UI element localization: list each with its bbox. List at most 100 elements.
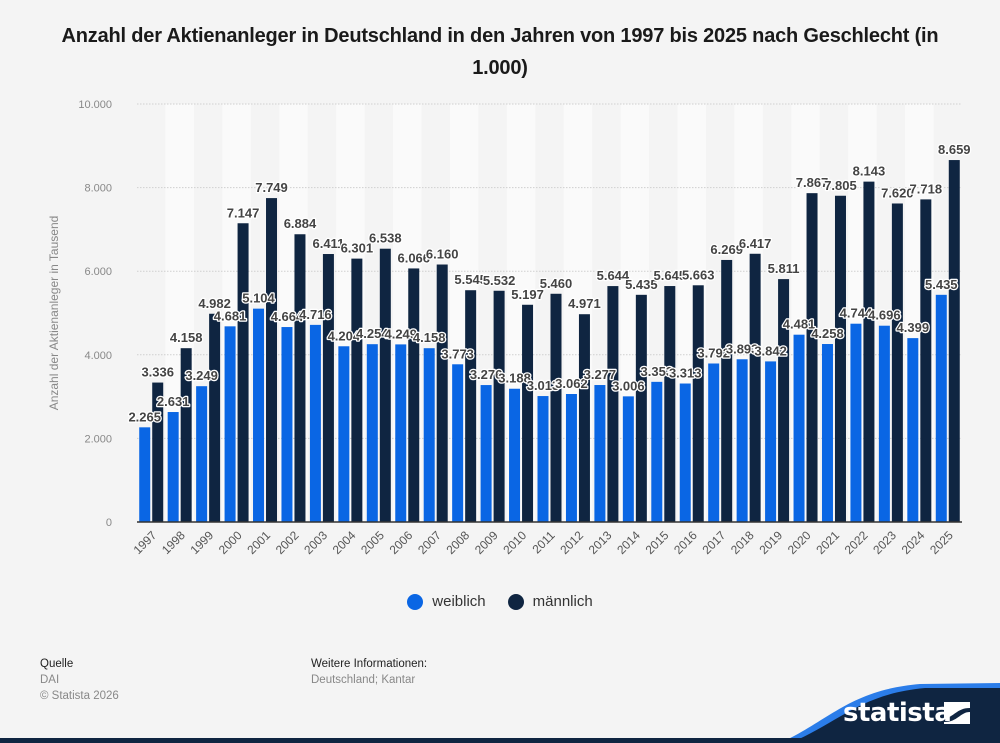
statista-logo-text[interactable]: statista (843, 698, 952, 728)
data-label-maennlich: 6.301 (341, 241, 374, 256)
data-label-maennlich: 7.749 (255, 180, 288, 195)
bar-weiblich[interactable] (821, 344, 833, 522)
bar-weiblich[interactable] (708, 363, 720, 522)
bar-maennlich[interactable] (266, 198, 278, 522)
bar-weiblich[interactable] (793, 334, 805, 522)
data-label-weiblich: 4.399 (897, 320, 930, 335)
data-label-maennlich: 5.644 (597, 268, 630, 283)
data-label-maennlich: 6.160 (426, 247, 459, 262)
bar-weiblich[interactable] (850, 323, 862, 522)
data-label-weiblich: 3.276 (470, 367, 503, 382)
bars (139, 160, 960, 523)
bar-maennlich[interactable] (180, 348, 192, 522)
copyright: © Statista 2026 (40, 690, 119, 702)
bar-maennlich[interactable] (209, 313, 221, 522)
bar-weiblich[interactable] (196, 386, 208, 522)
data-label-maennlich: 5.532 (483, 273, 516, 288)
bar-maennlich[interactable] (664, 286, 676, 522)
data-label-weiblich: 3.313 (669, 366, 702, 381)
data-label-maennlich: 5.663 (682, 267, 715, 282)
bar-maennlich[interactable] (237, 223, 249, 522)
data-label-maennlich: 6.411 (312, 236, 344, 251)
bar-weiblich[interactable] (907, 338, 919, 522)
bar-maennlich[interactable] (493, 290, 505, 522)
legend-item-maennlich[interactable]: männlich (507, 593, 593, 610)
bar-maennlich[interactable] (834, 195, 846, 522)
bar-weiblich[interactable] (537, 396, 549, 522)
bar-weiblich[interactable] (281, 327, 293, 522)
data-label-maennlich: 6.538 (369, 231, 402, 246)
data-label-maennlich: 4.158 (170, 330, 203, 345)
bar-weiblich[interactable] (423, 348, 435, 522)
data-label-maennlich: 5.645 (654, 268, 687, 283)
data-label-maennlich: 5.545 (454, 272, 487, 287)
data-label-maennlich: 7.147 (227, 205, 260, 220)
legend: weiblich männlich (0, 593, 1000, 610)
data-label-weiblich: 4.254 (356, 326, 389, 341)
bar-weiblich[interactable] (878, 325, 890, 522)
bar-maennlich[interactable] (152, 382, 164, 522)
bar-weiblich[interactable] (594, 385, 606, 522)
bar-weiblich[interactable] (395, 344, 407, 522)
legend-label: männlich (532, 593, 593, 610)
bar-weiblich[interactable] (622, 396, 634, 522)
data-label-weiblich: 4.716 (299, 307, 332, 322)
bar-weiblich[interactable] (167, 412, 179, 522)
bar-maennlich[interactable] (692, 285, 704, 522)
bar-weiblich[interactable] (935, 294, 947, 522)
bar-weiblich[interactable] (224, 326, 236, 522)
bar-maennlich[interactable] (863, 181, 875, 522)
bar-weiblich[interactable] (480, 385, 492, 522)
y-tick-label: 8.000 (84, 183, 112, 195)
data-label-weiblich: 3.006 (612, 378, 645, 393)
bar-weiblich[interactable] (679, 383, 691, 522)
data-label-maennlich: 7.620 (881, 185, 914, 200)
bar-maennlich[interactable] (778, 279, 790, 522)
bar-maennlich[interactable] (635, 294, 647, 522)
data-label-maennlich: 5.460 (540, 276, 573, 291)
bar-maennlich[interactable] (806, 193, 818, 522)
bar-weiblich[interactable] (139, 427, 151, 522)
bar-weiblich[interactable] (509, 388, 521, 522)
data-label-weiblich: 3.353 (641, 364, 674, 379)
bar-weiblich[interactable] (765, 361, 777, 522)
bar-maennlich[interactable] (322, 254, 334, 522)
bar-maennlich[interactable] (465, 290, 477, 522)
bar-maennlich[interactable] (379, 248, 391, 522)
bar-maennlich[interactable] (522, 304, 534, 522)
source-heading: Quelle (40, 658, 74, 670)
bar-maennlich[interactable] (294, 234, 306, 523)
bar-maennlich[interactable] (578, 314, 590, 522)
bar-maennlich[interactable] (721, 259, 733, 522)
bar-maennlich[interactable] (351, 258, 363, 522)
bar-maennlich[interactable] (408, 268, 420, 522)
bar-weiblich[interactable] (309, 324, 321, 522)
bar-maennlich[interactable] (948, 160, 960, 522)
bar-maennlich[interactable] (920, 199, 932, 522)
y-tick-label: 2.000 (84, 433, 112, 445)
y-axis-label: Anzahl der Aktienanleger in Tausend (47, 216, 61, 411)
bar-weiblich[interactable] (651, 381, 663, 522)
source-link[interactable]: DAI (40, 674, 60, 686)
bar-weiblich[interactable] (338, 346, 350, 522)
legend-item-weiblich[interactable]: weiblich (407, 593, 486, 610)
data-label-weiblich: 2.631 (157, 394, 190, 409)
data-label-maennlich: 6.066 (397, 250, 430, 265)
data-label-weiblich: 3.792 (697, 345, 730, 360)
data-label-maennlich: 7.867 (796, 175, 829, 190)
bar-maennlich[interactable] (749, 253, 761, 522)
data-label-weiblich: 4.664 (271, 309, 304, 324)
bar-weiblich[interactable] (565, 394, 577, 522)
bar-weiblich[interactable] (452, 364, 464, 522)
info-block: Weitere Informationen: Deutschland; Kant… (311, 656, 427, 688)
bar-weiblich[interactable] (736, 359, 748, 522)
statista-logo-icon (944, 702, 970, 724)
bar-maennlich[interactable] (550, 293, 562, 522)
data-label-weiblich: 4.249 (384, 326, 417, 341)
bar-weiblich[interactable] (253, 308, 265, 522)
bar-maennlich[interactable] (891, 203, 903, 522)
bar-weiblich[interactable] (366, 344, 378, 522)
data-label-weiblich: 3.773 (441, 346, 474, 361)
bar-maennlich[interactable] (436, 264, 448, 522)
bar-maennlich[interactable] (607, 286, 619, 522)
